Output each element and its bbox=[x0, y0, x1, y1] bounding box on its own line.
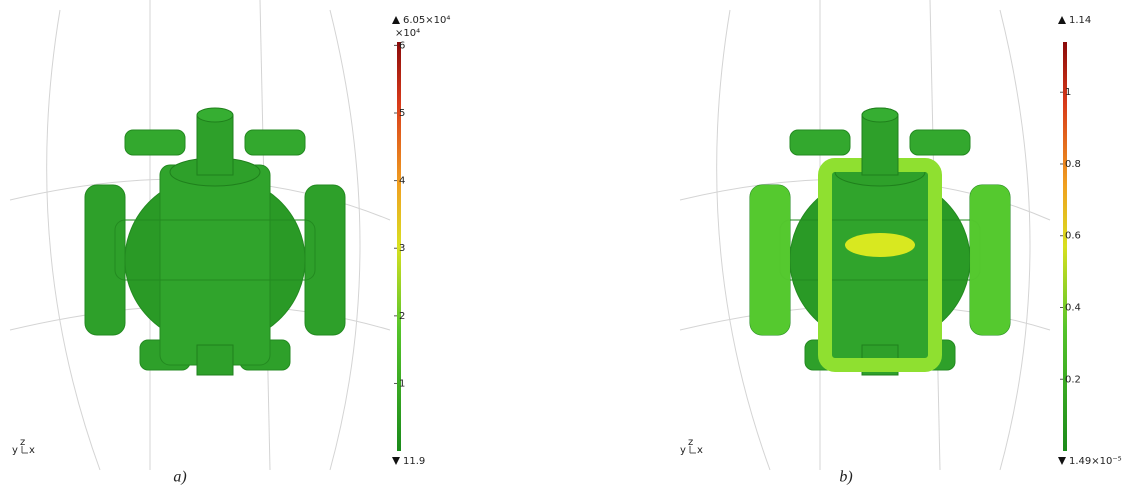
triad-x: x bbox=[29, 445, 35, 456]
colorbar-max: 1.14 bbox=[1069, 15, 1091, 26]
min-marker bbox=[392, 457, 400, 465]
colorbar-tick-label: 0.4 bbox=[1065, 302, 1081, 313]
max-marker bbox=[1058, 16, 1066, 24]
colorbar bbox=[1063, 42, 1067, 451]
colorbar-min: 1.49×10⁻⁵ bbox=[1069, 456, 1122, 467]
colorbar-tick-label: 0.2 bbox=[1065, 374, 1081, 385]
triad-y: y bbox=[12, 445, 18, 456]
colorbar-tick-label: 0.8 bbox=[1065, 159, 1081, 170]
colorbar-min: 11.9 bbox=[403, 456, 425, 467]
model-a bbox=[85, 108, 345, 375]
max-marker bbox=[392, 16, 400, 24]
model-b bbox=[750, 108, 1010, 375]
colorbar-tick-label: 1 bbox=[399, 378, 405, 389]
triad-z: z bbox=[688, 437, 693, 448]
triad-y: y bbox=[680, 445, 686, 456]
colorbar-tick-label: 2 bbox=[399, 311, 405, 322]
colorbar-tick-label: 1 bbox=[1065, 87, 1071, 98]
triad-z: z bbox=[20, 437, 25, 448]
colorbar-multiplier: ×10⁴ bbox=[395, 28, 420, 39]
colorbar-max: 6.05×10⁴ bbox=[403, 15, 450, 26]
colorbar-tick-label: 5 bbox=[399, 108, 405, 119]
colorbar-tick-label: 3 bbox=[399, 243, 405, 254]
caption: a) bbox=[173, 469, 186, 486]
figure: 6.05×10⁴11.9×10⁴654321yzxa)1.141.49×10⁻⁵… bbox=[0, 0, 1123, 489]
colorbar-tick-label: 4 bbox=[399, 176, 405, 187]
caption: b) bbox=[839, 469, 852, 486]
colorbar-tick-label: 6 bbox=[399, 40, 405, 51]
min-marker bbox=[1058, 457, 1066, 465]
triad-x: x bbox=[697, 445, 703, 456]
colorbar-tick-label: 0.6 bbox=[1065, 231, 1081, 242]
